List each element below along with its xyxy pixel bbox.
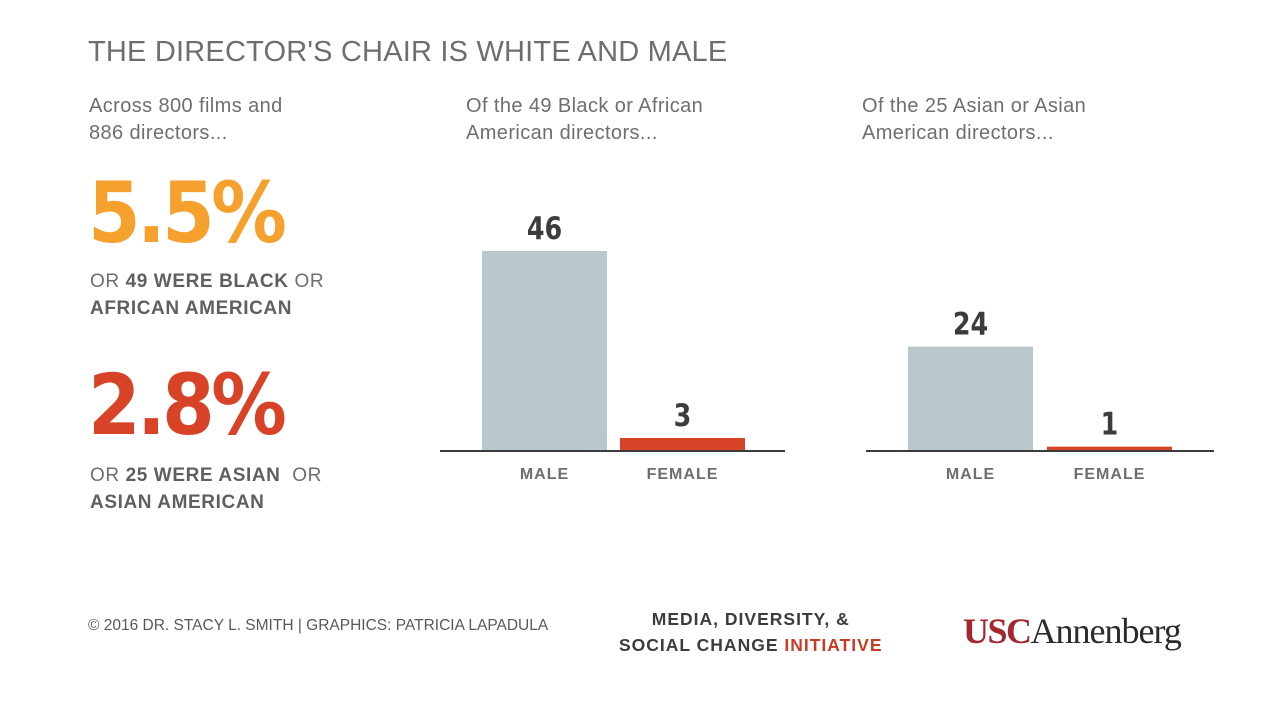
asian-director-stat: OR 25 WERE ASIAN OR ASIAN AMERICAN bbox=[90, 462, 322, 516]
chart2-title-line-2: American directors... bbox=[862, 122, 1054, 144]
category-label-female: FEMALE bbox=[1074, 466, 1146, 483]
usc-annenberg-logo: USCAnnenberg bbox=[963, 610, 1182, 652]
bar-value-label-male: 46 bbox=[527, 211, 562, 247]
bar-value-label-male: 24 bbox=[953, 306, 988, 342]
black-director-percent: 5.5% bbox=[88, 164, 287, 262]
stat-text-bold: 25 WERE ASIAN bbox=[125, 465, 281, 486]
bar-female bbox=[1047, 446, 1172, 451]
black-director-stat-line-2: AFRICAN AMERICAN bbox=[90, 295, 324, 322]
black-director-stat-line-1: OR 49 WERE BLACK OR bbox=[90, 268, 324, 295]
category-label-female: FEMALE bbox=[647, 466, 719, 483]
chart2-title-line-1: Of the 25 Asian or Asian bbox=[862, 95, 1087, 117]
bar-male bbox=[482, 251, 607, 451]
black-director-stat: OR 49 WERE BLACK OR AFRICAN AMERICAN bbox=[90, 268, 324, 322]
chart1-title-line-1: Of the 49 Black or African bbox=[466, 95, 704, 117]
black-directors-bar-chart: 46 MALE 3 FEMALE bbox=[440, 211, 785, 483]
logo-usc-text: USC bbox=[963, 611, 1032, 651]
initiative-text: SOCIAL CHANGE bbox=[619, 635, 785, 655]
chart1-title: Of the 49 Black or African American dire… bbox=[466, 93, 703, 147]
stat-text-suffix: OR bbox=[288, 271, 325, 292]
initiative-accent-text: INITIATIVE bbox=[784, 635, 883, 655]
left-intro-line-1: Across 800 films and bbox=[89, 95, 283, 117]
asian-director-stat-line-1: OR 25 WERE ASIAN OR bbox=[90, 462, 322, 489]
bar-male bbox=[908, 346, 1033, 451]
chart1-title-line-2: American directors... bbox=[466, 122, 658, 144]
category-label-male: MALE bbox=[946, 466, 995, 483]
initiative-line-2: SOCIAL CHANGE INITIATIVE bbox=[619, 632, 883, 658]
initiative-line-1: MEDIA, DIVERSITY, & bbox=[651, 609, 850, 629]
stat-text-prefix: OR bbox=[90, 465, 126, 486]
stat-text-bold: AFRICAN AMERICAN bbox=[90, 298, 293, 319]
bar-value-label-female: 3 bbox=[674, 398, 692, 434]
logo-annenberg-text: Annenberg bbox=[1030, 611, 1182, 651]
bar-female bbox=[620, 437, 745, 451]
asian-director-percent: 2.8% bbox=[88, 356, 287, 454]
initiative-logo: MEDIA, DIVERSITY, & SOCIAL CHANGE INITIA… bbox=[619, 606, 883, 658]
left-intro-line-2: 886 directors... bbox=[89, 122, 228, 144]
bar-value-label-female: 1 bbox=[1101, 406, 1119, 442]
left-intro: Across 800 films and 886 directors... bbox=[89, 93, 283, 147]
chart2-title: Of the 25 Asian or Asian American direct… bbox=[862, 93, 1086, 147]
footer-credit: © 2016 DR. STACY L. SMITH | GRAPHICS: PA… bbox=[88, 617, 549, 634]
stat-text-bold: ASIAN AMERICAN bbox=[90, 492, 265, 513]
asian-directors-bar-chart: 24 MALE 1 FEMALE bbox=[866, 306, 1214, 483]
stat-text-suffix: OR bbox=[280, 465, 322, 486]
stat-text-bold: 49 WERE BLACK bbox=[125, 271, 289, 292]
page-title: THE DIRECTOR'S CHAIR IS WHITE AND MALE bbox=[88, 36, 728, 68]
asian-director-stat-line-2: ASIAN AMERICAN bbox=[90, 489, 322, 516]
category-label-male: MALE bbox=[520, 466, 569, 483]
stat-text-prefix: OR bbox=[90, 271, 126, 292]
